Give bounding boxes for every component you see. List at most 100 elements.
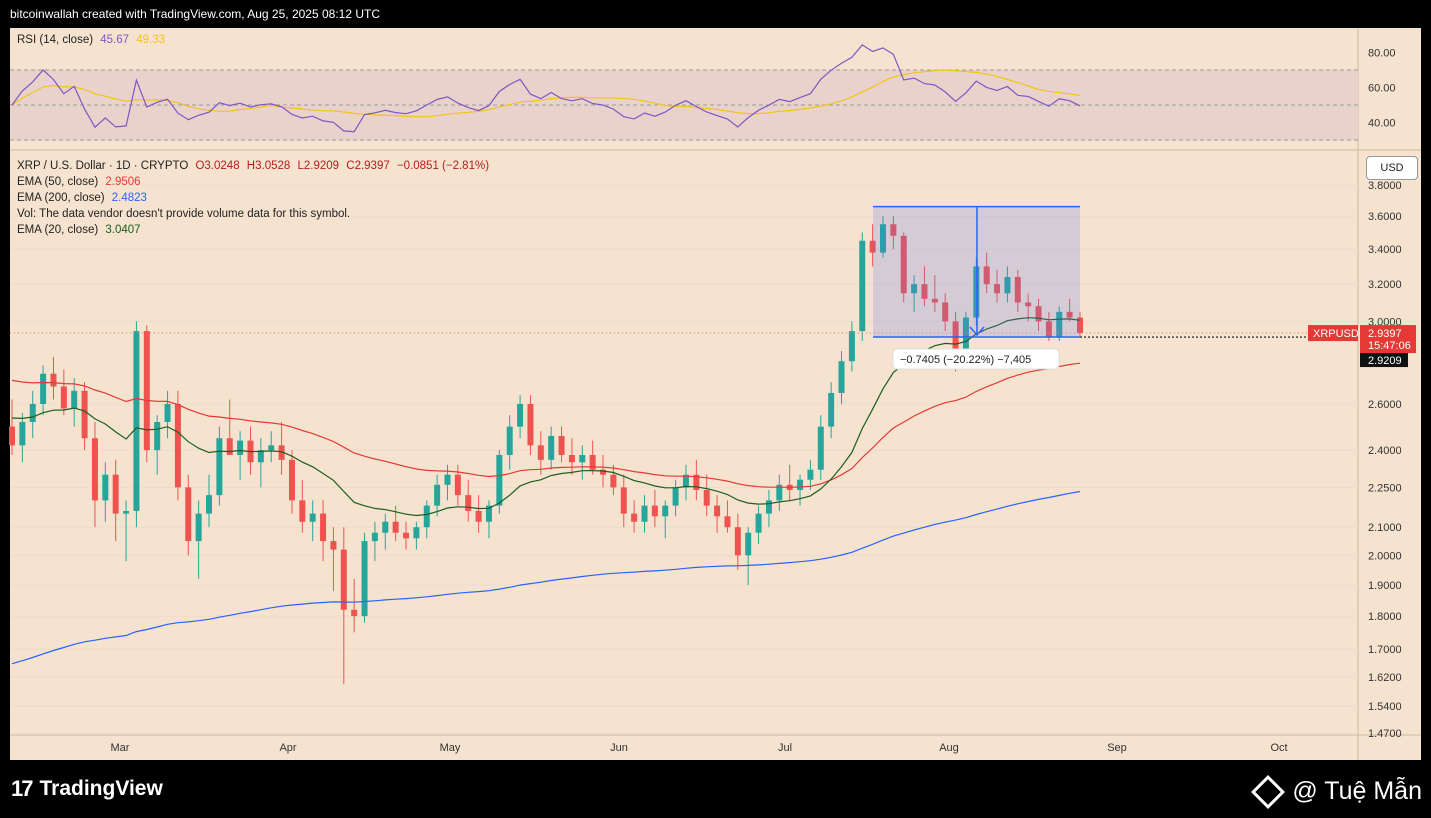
candle-body [299, 500, 306, 522]
price-tick-label: 2.2500 [1368, 482, 1402, 494]
candle-body [952, 321, 959, 351]
candle-body [631, 513, 638, 522]
candle-body [485, 505, 492, 522]
tv-logo-text: TradingView [39, 777, 163, 800]
candle-body [174, 403, 181, 488]
candle-body [807, 469, 814, 480]
candle-body [40, 373, 47, 404]
candle-body [206, 495, 213, 514]
candle-body [216, 438, 223, 496]
ema20-value: 3.0407 [105, 224, 141, 236]
candle-body [434, 484, 441, 506]
price-tick-label: 2.6000 [1368, 399, 1402, 411]
candle-body [651, 505, 658, 517]
candle-body [1035, 306, 1042, 322]
candle-body [382, 521, 389, 533]
month-label: Jul [778, 742, 792, 754]
ema20-label: EMA (20, close) [17, 224, 99, 236]
candle-body [164, 403, 171, 422]
rsi-tick-label: 40.00 [1368, 118, 1396, 130]
candle-body [879, 224, 886, 253]
candle-body [9, 426, 15, 446]
candle-body [869, 240, 876, 253]
diamond-icon [1251, 774, 1286, 809]
rsi-label: RSI (14, close) [17, 34, 94, 46]
currency-selector[interactable]: USD [1366, 156, 1418, 180]
candle-body [714, 505, 721, 517]
candle-body [703, 489, 710, 506]
ema50-line [11, 362, 1081, 488]
candle-body [589, 454, 596, 470]
candle-body [91, 438, 98, 501]
candle-body [1066, 311, 1073, 318]
low-price-tag [1360, 353, 1408, 368]
countdown-text: 15:47:06 [1368, 340, 1411, 352]
candle-body [29, 403, 36, 422]
candle-body [900, 235, 907, 294]
price-tick-label: 2.1000 [1368, 522, 1402, 534]
candle-body [309, 513, 316, 522]
price-tick-label: 1.7000 [1368, 644, 1402, 656]
month-label: Aug [939, 742, 959, 754]
currency-label: USD [1380, 162, 1404, 174]
candle-body [257, 450, 264, 463]
symbol-tag-text: XRPUSD [1313, 328, 1359, 340]
candle-body [568, 454, 575, 463]
candle-body [1056, 311, 1063, 337]
watermark-text: @ Tuệ Mẫn [1292, 777, 1422, 805]
candle-body [81, 390, 88, 439]
candle-body [859, 240, 866, 332]
candle-body [50, 373, 57, 387]
ema50-legend: EMA (50, close) 2.9506 [17, 176, 145, 188]
candle-body [579, 454, 586, 463]
candle-body [60, 386, 67, 409]
ohlc-change: −0.0851 (−2.81%) [396, 160, 490, 172]
tradingview-logo: 17 TradingView [11, 776, 163, 802]
candle-body [693, 474, 700, 490]
candle-body [682, 474, 689, 488]
candle-body [724, 516, 731, 528]
tv-logo-icon: 17 [11, 776, 34, 801]
candle-body [662, 505, 669, 517]
candle-body [330, 541, 337, 550]
symbol-name: XRP / U.S. Dollar · 1D · CRYPTO [17, 160, 189, 172]
rsi-tick-label: 60.00 [1368, 83, 1396, 95]
price-tick-label: 1.5400 [1368, 701, 1402, 713]
measure-arrow-head [969, 326, 985, 337]
candle-body [185, 487, 192, 542]
candle-body [1025, 302, 1032, 307]
candle-body [983, 266, 990, 285]
candle-body [517, 403, 524, 427]
candle-body [143, 331, 150, 451]
ohlc-low: L2.9209 [297, 160, 340, 172]
rsi-value: 45.67 [100, 34, 130, 46]
candle-body [610, 474, 617, 488]
candle-body [1014, 276, 1021, 303]
candle-body [641, 505, 648, 522]
month-label: Apr [279, 742, 296, 754]
price-tick-label: 1.8000 [1368, 611, 1402, 623]
candle-body [1004, 276, 1011, 294]
candle-body [600, 469, 607, 475]
candle-body [154, 421, 161, 451]
ema200-value: 2.4823 [111, 192, 147, 204]
candle-body [361, 541, 368, 617]
author-watermark: @ Tuệ Mẫn [1251, 774, 1422, 809]
price-tick-label: 3.8000 [1368, 180, 1402, 192]
candle-body [1045, 321, 1052, 337]
price-tick-label: 2.0000 [1368, 550, 1402, 562]
candle-body [527, 403, 534, 446]
candle-body [102, 474, 109, 501]
candle-body [288, 459, 295, 501]
ema20-legend: EMA (20, close) 3.0407 [17, 224, 145, 236]
candle-body [558, 435, 565, 455]
ema50-value: 2.9506 [105, 176, 141, 188]
ohlc-open: O3.0248 [195, 160, 240, 172]
month-label: Jun [610, 742, 628, 754]
ohlc-high: H3.0528 [246, 160, 291, 172]
candle-body [392, 521, 399, 533]
month-label: Oct [1270, 742, 1287, 754]
attribution-header: bitcoinwallah created with TradingView.c… [10, 7, 380, 21]
candle-body [911, 284, 918, 294]
